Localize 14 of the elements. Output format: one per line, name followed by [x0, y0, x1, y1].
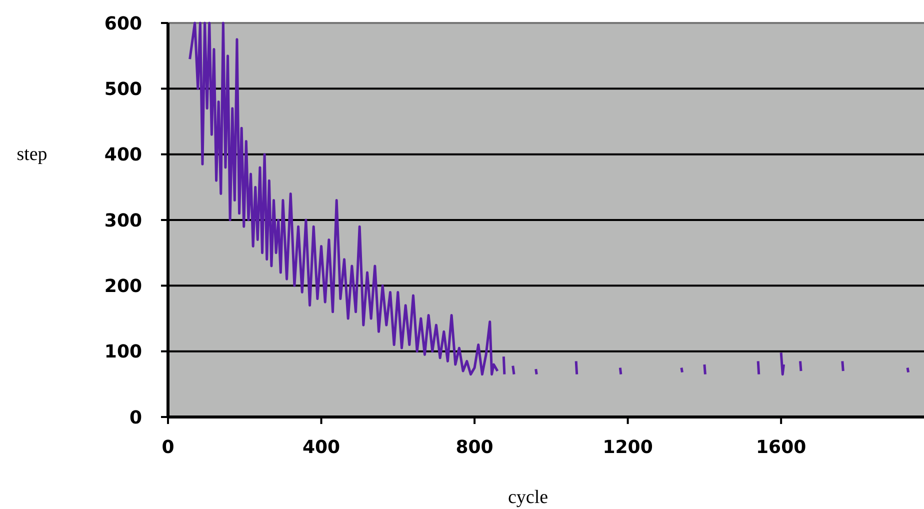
y-tick-label: 200	[104, 276, 142, 297]
x-tick-label: 400	[302, 437, 340, 458]
y-tick-label: 500	[104, 78, 142, 100]
x-axis-title: cycle	[508, 487, 548, 508]
y-tick-label: 100	[104, 342, 142, 363]
x-tick-label: 0	[162, 437, 174, 458]
x-tick-label: 800	[456, 437, 494, 458]
y-tick-label: 0	[129, 407, 142, 428]
x-tick-label: 1600	[756, 437, 806, 458]
y-tick-label: 300	[104, 210, 142, 232]
y-axis-title: step	[16, 144, 48, 165]
x-tick-label: 1200	[602, 437, 653, 458]
y-tick-label: 400	[104, 144, 142, 166]
y-tick-label: 600	[104, 13, 142, 34]
